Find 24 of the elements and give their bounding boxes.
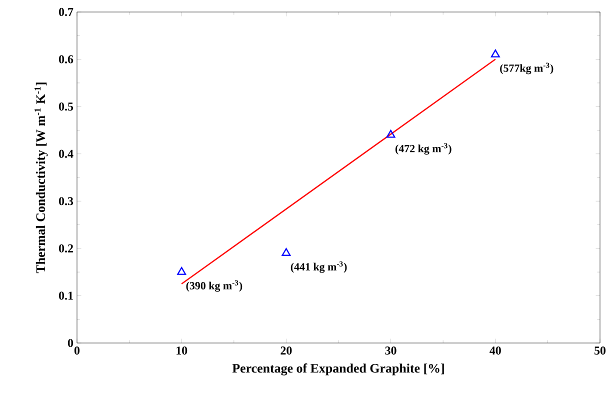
point xyxy=(177,266,186,275)
y-axis-title: Thermal Conductivity [W m$^{-1}$ K$^{-1}$] xyxy=(34,82,48,274)
annotation: (472 kg m$^{-3}$) xyxy=(395,143,452,155)
x-tick-label: 50 xyxy=(594,346,606,355)
point xyxy=(282,248,291,256)
x-tick-label: 20 xyxy=(280,346,292,355)
y-tick-label: 0.3 xyxy=(58,197,74,206)
x-axis-title: Percentage of Expanded Graphite [%] xyxy=(232,363,444,376)
point xyxy=(490,49,500,58)
point xyxy=(386,130,396,138)
y-tick-label: 0.4 xyxy=(58,150,74,158)
y-tick-label: 0.5 xyxy=(58,102,74,111)
annotation: (390 kg m$^{-3}$) xyxy=(186,280,242,292)
y-tick-label: 0.2 xyxy=(58,244,73,252)
x-tick-label: 0 xyxy=(74,346,80,355)
annotation: (577kg m$^{-3}$) xyxy=(500,62,554,74)
annotation: (441 kg m$^{-3}$) xyxy=(290,261,347,273)
y-tick-label: 0 xyxy=(68,338,74,348)
y-tick-label: 0.1 xyxy=(58,292,73,300)
y-tick-label: 0.7 xyxy=(58,8,74,16)
y-tick-label: 0.6 xyxy=(58,55,74,64)
x-tick-label: 40 xyxy=(490,346,501,355)
x-tick-label: 30 xyxy=(385,346,396,355)
x-tick-label: 10 xyxy=(176,346,188,355)
